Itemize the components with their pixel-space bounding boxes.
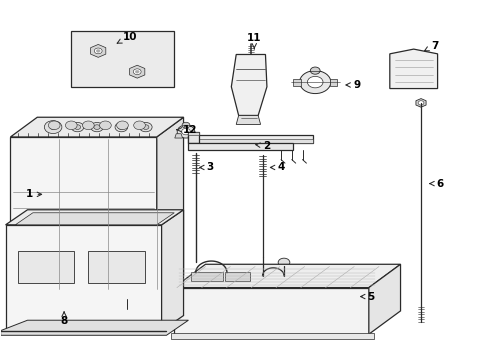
Text: 10: 10	[117, 32, 137, 43]
Polygon shape	[0, 320, 188, 335]
Text: 4: 4	[270, 162, 284, 172]
Polygon shape	[174, 134, 182, 138]
Bar	[18, 251, 74, 283]
Circle shape	[90, 122, 103, 132]
Circle shape	[417, 101, 423, 105]
Circle shape	[181, 129, 190, 135]
Polygon shape	[15, 213, 174, 225]
Circle shape	[115, 122, 127, 132]
Circle shape	[94, 48, 102, 54]
Polygon shape	[368, 264, 400, 334]
Bar	[171, 333, 373, 338]
Text: 9: 9	[345, 80, 360, 90]
Bar	[188, 132, 199, 143]
Circle shape	[94, 125, 100, 130]
Polygon shape	[293, 78, 300, 86]
Bar	[188, 132, 199, 135]
Polygon shape	[10, 117, 183, 137]
Circle shape	[142, 125, 149, 130]
Text: 7: 7	[424, 41, 437, 51]
Circle shape	[74, 125, 81, 130]
Circle shape	[48, 121, 60, 130]
Polygon shape	[129, 65, 144, 78]
Text: 12: 12	[177, 125, 197, 135]
Circle shape	[116, 121, 128, 130]
Circle shape	[96, 49, 100, 52]
Circle shape	[65, 121, 77, 130]
Text: 5: 5	[360, 292, 374, 302]
Polygon shape	[5, 225, 161, 330]
Circle shape	[50, 125, 56, 130]
Polygon shape	[90, 44, 105, 57]
Circle shape	[82, 121, 94, 130]
Polygon shape	[173, 264, 400, 288]
Circle shape	[307, 76, 323, 88]
Polygon shape	[231, 54, 266, 116]
Circle shape	[177, 125, 194, 138]
Text: 3: 3	[199, 162, 214, 172]
Polygon shape	[415, 99, 425, 107]
Polygon shape	[236, 116, 260, 125]
Text: 11: 11	[246, 33, 261, 49]
Bar	[188, 135, 312, 143]
Bar	[225, 272, 249, 280]
Circle shape	[278, 258, 289, 267]
Circle shape	[135, 70, 139, 73]
Bar	[88, 251, 144, 283]
Polygon shape	[188, 134, 198, 138]
Polygon shape	[161, 210, 183, 330]
Circle shape	[118, 125, 124, 130]
Circle shape	[100, 121, 111, 130]
Text: 8: 8	[61, 312, 67, 325]
Text: 2: 2	[255, 141, 269, 151]
Bar	[71, 31, 173, 87]
Circle shape	[133, 121, 145, 130]
Polygon shape	[5, 210, 183, 225]
Circle shape	[139, 122, 152, 132]
Circle shape	[133, 69, 141, 75]
Polygon shape	[173, 288, 368, 334]
Text: 6: 6	[429, 179, 442, 189]
Polygon shape	[10, 137, 157, 295]
Polygon shape	[157, 117, 183, 295]
Circle shape	[310, 67, 320, 74]
Polygon shape	[329, 78, 336, 86]
Circle shape	[71, 122, 83, 132]
Circle shape	[299, 71, 330, 94]
Polygon shape	[389, 49, 437, 89]
Bar	[188, 143, 293, 149]
Bar	[191, 272, 223, 280]
Bar	[188, 139, 312, 143]
Circle shape	[44, 121, 62, 134]
Circle shape	[182, 122, 189, 128]
Text: 1: 1	[25, 189, 41, 199]
